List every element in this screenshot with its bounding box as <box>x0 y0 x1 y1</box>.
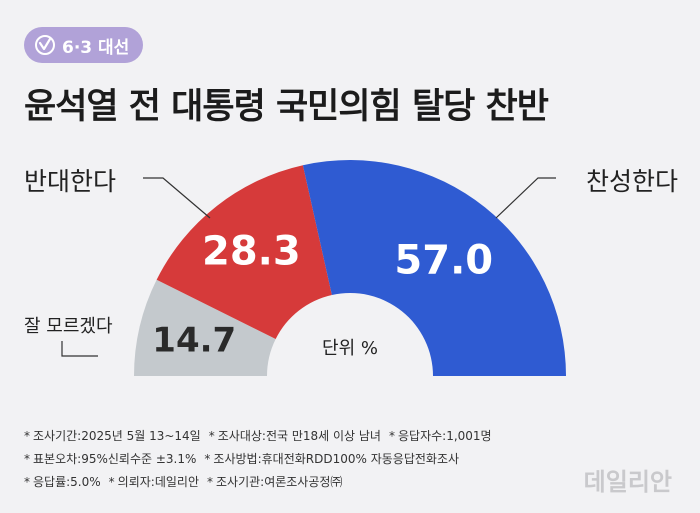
note-item: * 응답자수:1,001명 <box>389 429 492 443</box>
note-row: * 응답률:5.0% * 의뢰자:데일리안 * 조사기관:여론조사공정㈜ <box>24 471 500 494</box>
publisher-watermark: 데일리안 <box>583 468 672 496</box>
slice-0 <box>134 279 276 376</box>
note-marker: * <box>24 452 30 466</box>
slice-value-0: 14.7 <box>152 321 236 361</box>
note-marker: * <box>206 475 213 489</box>
leader-line-0 <box>61 341 98 357</box>
note-text: 조사방법:휴대전화RDD100% 자동응답전화조사 <box>213 452 460 466</box>
note-item: * 조사기간:2025년 5월 13~14일 <box>24 429 201 443</box>
note-item: * 표본오차:95%신뢰수준 ±3.1% <box>24 452 196 466</box>
slice-2 <box>302 160 566 376</box>
note-marker: * <box>108 475 115 489</box>
note-text: 조사기관:여론조사공정㈜ <box>215 475 343 489</box>
note-text: 표본오차:95%신뢰수준 ±3.1% <box>33 452 197 466</box>
unit-label: 단위 % <box>322 338 378 359</box>
slice-label-0: 잘 모르겠다 <box>24 316 113 337</box>
note-marker: * <box>204 452 211 466</box>
note-row: * 표본오차:95%신뢰수준 ±3.1% * 조사방법:휴대전화RDD100% 자동응… <box>24 448 500 471</box>
semi-donut-chart: 14.7 28.3 57.0 잘 모르겠다 반대한다 찬성한다 단위 % <box>24 160 678 376</box>
note-text: 응답률:5.0% <box>33 475 101 489</box>
leader-line-1 <box>143 177 211 219</box>
survey-notes: * 조사기간:2025년 5월 13~14일 * 조사대상:전국 만18세 이상 남녀… <box>24 425 500 494</box>
note-text: 조사기간:2025년 5월 13~14일 <box>33 429 201 443</box>
note-text: 응답자수:1,001명 <box>397 429 492 443</box>
note-marker: * <box>388 429 395 443</box>
note-item: * 조사기관:여론조사공정㈜ <box>207 475 342 489</box>
note-text: 의뢰자:데일리안 <box>117 475 199 489</box>
note-item: * 조사방법:휴대전화RDD100% 자동응답전화조사 <box>204 452 459 466</box>
note-item: * 의뢰자:데일리안 <box>109 475 199 489</box>
note-marker: * <box>208 429 215 443</box>
leader-line-2 <box>495 177 556 219</box>
badge-label: 6·3 대선 <box>62 37 130 58</box>
slice-1 <box>156 165 332 340</box>
note-marker: * <box>24 429 30 443</box>
slice-value-2: 57.0 <box>394 237 493 283</box>
slice-label-1: 반대한다 <box>24 167 116 196</box>
ballot-check-icon <box>35 35 55 55</box>
page-title: 윤석열 전 대통령 국민의힘 탈당 찬반 <box>24 87 549 127</box>
note-text: 조사대상:전국 만18세 이상 남녀 <box>217 429 381 443</box>
slice-value-1: 28.3 <box>202 228 301 274</box>
election-badge: 6·3 대선 <box>24 27 144 63</box>
note-row: * 조사기간:2025년 5월 13~14일 * 조사대상:전국 만18세 이상 남녀… <box>24 425 500 448</box>
note-item: * 조사대상:전국 만18세 이상 남녀 <box>209 429 381 443</box>
note-item: * 응답률:5.0% <box>24 475 101 489</box>
slice-label-2: 찬성한다 <box>586 167 678 196</box>
note-marker: * <box>24 475 30 489</box>
